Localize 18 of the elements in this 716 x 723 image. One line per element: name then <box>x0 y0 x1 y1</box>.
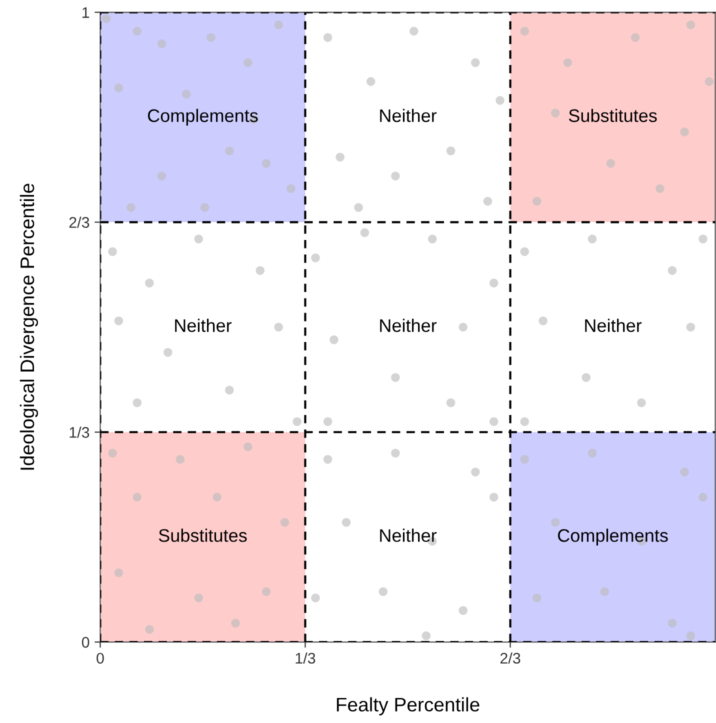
y-tick-label: 0 <box>82 636 90 648</box>
annotation: Neither <box>380 528 437 542</box>
y-tick-label: 1/3 <box>70 426 90 438</box>
x-tick-label: 0 <box>96 652 104 664</box>
annotation: Neither <box>380 108 437 122</box>
x-tick-label: 1/3 <box>296 652 316 664</box>
annotation: Substitutes <box>568 108 657 122</box>
x-tick-label: 2/3 <box>500 652 520 664</box>
annotation: Substitutes <box>158 528 247 542</box>
y-tick-label: 1 <box>82 7 90 18</box>
y-tick-label: 2/3 <box>69 216 90 228</box>
annotation: Neither <box>175 318 232 332</box>
annotation: Complements <box>558 528 668 546</box>
annotation: Neither <box>380 318 437 332</box>
y-axis-title: Ideological Divergence Percentile <box>20 184 38 470</box>
annotation: Complements <box>148 108 258 126</box>
x-axis-title: Fealty Percentile <box>336 697 480 716</box>
annotation: Neither <box>585 318 642 332</box>
